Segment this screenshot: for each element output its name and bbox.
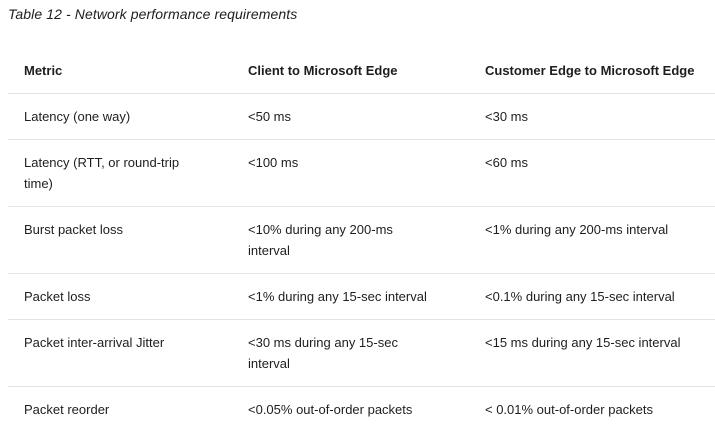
client-to-edge-cell: <30 ms during any 15-sec interval [232, 319, 469, 387]
client-to-edge-cell: <0.05% out-of-order packets [232, 386, 469, 434]
table-row: Packet reorder <0.05% out-of-order packe… [8, 386, 715, 434]
metric-cell: Latency (one way) [8, 93, 232, 140]
client-to-edge-cell: <50 ms [232, 93, 469, 140]
table-row: Packet loss <1% during any 15-sec interv… [8, 273, 715, 320]
table-row: Burst packet loss <10% during any 200-ms… [8, 206, 715, 274]
metric-cell: Latency (RTT, or round-trip time) [8, 139, 232, 207]
table-row: Latency (RTT, or round-trip time) <100 m… [8, 139, 715, 207]
metric-cell: Burst packet loss [8, 206, 232, 274]
client-to-edge-cell: <1% during any 15-sec interval [232, 273, 469, 320]
table-row: Packet inter-arrival Jitter <30 ms durin… [8, 319, 715, 387]
column-header-client-to-edge: Client to Microsoft Edge [248, 63, 398, 78]
metric-cell: Packet loss [8, 273, 232, 320]
client-to-edge-cell: <100 ms [232, 139, 469, 207]
customer-edge-to-edge-cell: <60 ms [469, 139, 715, 207]
table-row: Latency (one way) <50 ms <30 ms [8, 93, 715, 140]
customer-edge-to-edge-cell: < 0.01% out-of-order packets [469, 386, 715, 434]
column-header-metric: Metric [24, 63, 63, 78]
table-caption: Table 12 - Network performance requireme… [8, 6, 298, 22]
customer-edge-to-edge-cell: <15 ms during any 15-sec interval [469, 319, 715, 387]
metric-cell: Packet inter-arrival Jitter [8, 319, 232, 387]
metric-cell: Packet reorder [8, 386, 232, 434]
customer-edge-to-edge-cell: <30 ms [469, 93, 715, 140]
client-to-edge-cell: <10% during any 200-ms interval [232, 206, 469, 274]
network-performance-table: Metric Client to Microsoft Edge Customer… [8, 32, 715, 434]
column-header-customer-edge-to-edge: Customer Edge to Microsoft Edge [485, 63, 695, 78]
customer-edge-to-edge-cell: <0.1% during any 15-sec interval [469, 273, 715, 320]
table-header-row: Metric Client to Microsoft Edge Customer… [8, 32, 715, 94]
customer-edge-to-edge-cell: <1% during any 200-ms interval [469, 206, 715, 274]
